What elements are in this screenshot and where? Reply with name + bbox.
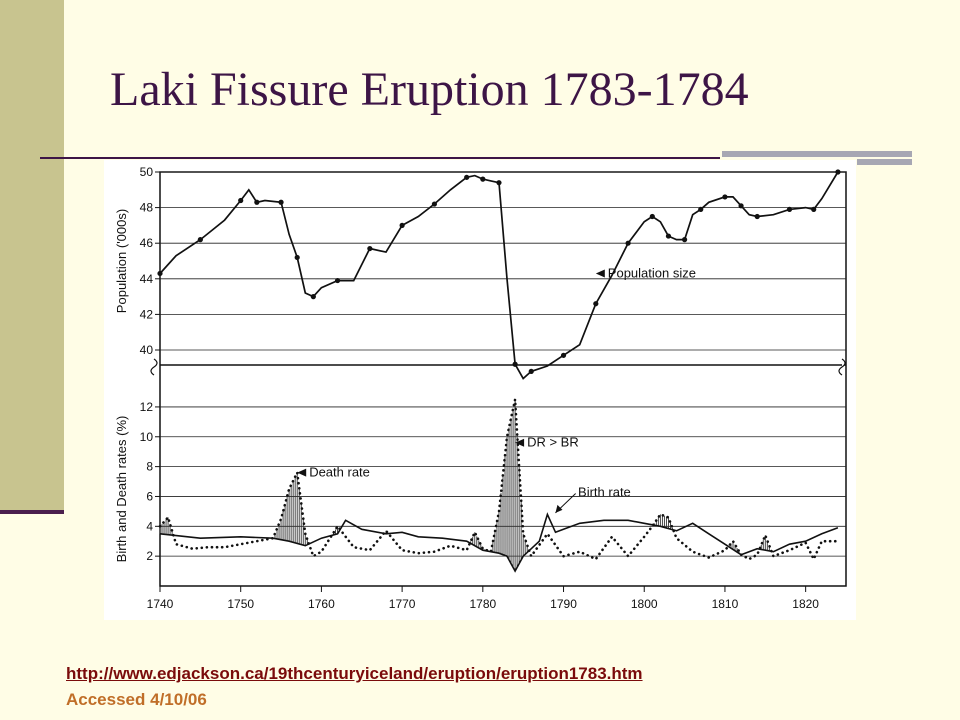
dr-greater-than-br-annotation-arrow <box>515 438 525 447</box>
population-point <box>399 222 405 228</box>
death-rate-annotation-arrow <box>297 468 307 477</box>
x-tick-label: 1760 <box>308 597 335 611</box>
population-point <box>480 176 486 182</box>
population-point <box>722 194 728 200</box>
population-point <box>835 169 841 175</box>
population-point <box>496 180 502 186</box>
population-point <box>254 199 260 205</box>
population-point <box>157 270 163 277</box>
x-tick-label: 1810 <box>712 597 739 611</box>
population-point <box>294 254 300 261</box>
x-tick-label: 1800 <box>631 597 658 611</box>
left-accent-line <box>0 510 64 514</box>
dr-greater-than-br-annotation: DR > BR <box>527 435 579 450</box>
rate-tick-label: 2 <box>146 549 153 563</box>
population-point <box>786 206 793 212</box>
population-point <box>625 240 631 246</box>
rate-tick-label: 4 <box>146 519 153 533</box>
population-tick-label: 48 <box>140 201 154 215</box>
population-point <box>649 213 655 220</box>
population-point <box>512 361 518 367</box>
x-tick-label: 1770 <box>389 597 416 611</box>
right-axis-break <box>838 358 846 376</box>
population-point <box>593 301 599 307</box>
population-point <box>334 277 341 284</box>
population-point <box>665 233 672 239</box>
accessed-date: Accessed 4/10/06 <box>66 690 207 709</box>
x-tick-label: 1790 <box>550 597 577 611</box>
population-point <box>431 201 437 207</box>
population-size-annotation-arrow <box>595 269 605 278</box>
population-point <box>560 352 567 358</box>
population-size-annotation: Population size <box>608 265 696 280</box>
population-point <box>464 174 470 180</box>
population-point <box>238 197 244 204</box>
population-axis-label: Population ('000s) <box>114 209 129 313</box>
rate-tick-label: 6 <box>146 489 153 503</box>
population-tick-label: 44 <box>140 272 154 286</box>
population-point <box>367 245 373 252</box>
left-axis-break <box>150 358 158 376</box>
population-tick-label: 46 <box>140 236 154 250</box>
x-tick-label: 1780 <box>469 597 496 611</box>
birth-rate-line <box>159 512 839 573</box>
slide-title: Laki Fissure Eruption 1783-1784 <box>110 63 749 116</box>
source-link[interactable]: http://www.edjackson.ca/19thcenturyicela… <box>66 664 643 683</box>
population-tick-label: 40 <box>140 343 154 357</box>
population-point <box>811 206 817 212</box>
population-point <box>278 199 284 205</box>
x-tick-label: 1820 <box>792 597 819 611</box>
title-rule-accent <box>722 151 912 157</box>
rate-tick-label: 10 <box>140 430 154 444</box>
population-point <box>738 203 744 209</box>
rate-tick-label: 12 <box>140 400 154 414</box>
population-tick-label: 42 <box>140 307 154 321</box>
birth-rate-annotation-arrow <box>555 504 563 513</box>
rate-tick-label: 8 <box>146 460 153 474</box>
rate-axis-label: Birth and Death rates (%) <box>114 416 129 563</box>
x-tick-label: 1750 <box>227 597 254 611</box>
population-point <box>681 237 688 243</box>
birth-rate-annotation: Birth rate <box>578 484 631 499</box>
title-rule-accent-small <box>857 159 912 165</box>
x-tick-label: 1740 <box>147 597 174 611</box>
title-rule <box>40 157 720 159</box>
death-rate-line <box>158 399 840 563</box>
population-point <box>197 237 203 243</box>
death-rate-annotation: Death rate <box>309 465 370 480</box>
population-point <box>310 294 316 300</box>
population-point <box>528 368 534 374</box>
population-point <box>698 206 704 212</box>
population-point <box>754 213 760 220</box>
left-accent-bar <box>0 0 64 512</box>
population-tick-label: 50 <box>140 165 154 179</box>
